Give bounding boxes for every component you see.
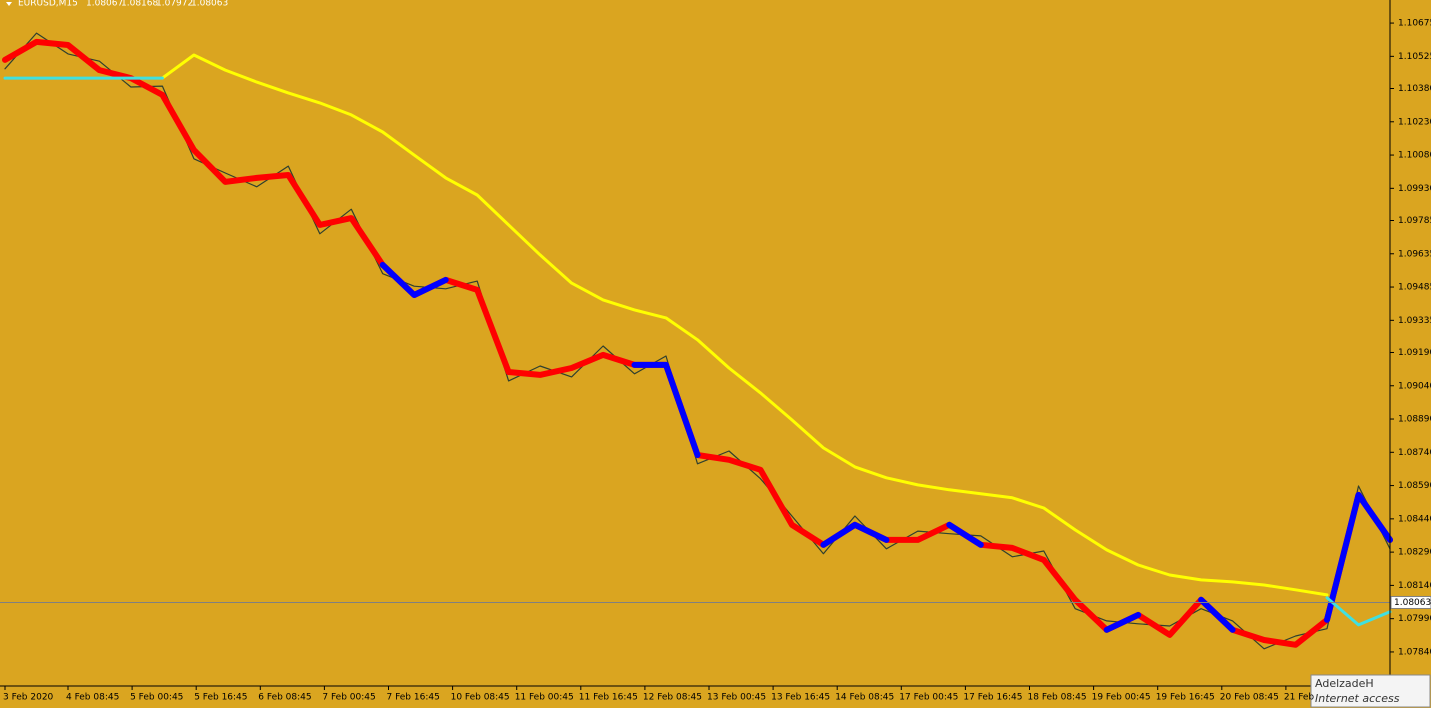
x-tick-label: 20 Feb 08:45 [1220, 693, 1279, 703]
ohlc-value: 1.08067 [86, 0, 123, 9]
y-tick-label: 1.10380 [1398, 84, 1431, 94]
menu-arrow[interactable] [6, 2, 12, 6]
last-price-label: 1.08063 [1394, 598, 1431, 608]
x-tick-label: 7 Feb 16:45 [387, 693, 440, 703]
y-tick-label: 1.10080 [1398, 151, 1431, 161]
y-tick-label: 1.08140 [1398, 581, 1431, 591]
y-tick-label: 1.08740 [1398, 448, 1431, 458]
x-tick-label: 6 Feb 08:45 [258, 693, 311, 703]
y-tick-label: 1.10525 [1398, 52, 1431, 62]
symbol: EURUSD,M15 [18, 0, 78, 9]
y-tick-label: 1.09190 [1398, 348, 1431, 358]
y-tick-label: 1.08890 [1398, 415, 1431, 425]
x-tick-label: 11 Feb 00:45 [515, 693, 574, 703]
y-tick-label: 1.09635 [1398, 249, 1431, 259]
popup-title: AdelzadeH [1315, 677, 1374, 690]
x-tick-label: 3 Feb 2020 [3, 693, 54, 703]
x-tick-label: 13 Feb 16:45 [771, 693, 830, 703]
ohlc-value: 1.07972 [156, 0, 193, 9]
series-line [379, 261, 1393, 633]
x-tick-label: 4 Feb 08:45 [66, 693, 119, 703]
y-tick-label: 1.09485 [1398, 283, 1431, 293]
x-tick-label: 21 Feb [1284, 693, 1315, 703]
popup[interactable]: AdelzadeH Internet access [1310, 674, 1431, 708]
x-tick-label: 5 Feb 00:45 [130, 693, 183, 703]
y-tick-label: 1.07990 [1398, 614, 1431, 624]
x-tick-label: 13 Feb 00:45 [707, 693, 766, 703]
plot [0, 32, 1393, 650]
y-tick-label: 1.08290 [1398, 548, 1431, 558]
x-tick-label: 7 Feb 00:45 [322, 693, 375, 703]
last-price-box [1390, 595, 1431, 609]
y-tick-label: 1.10230 [1398, 117, 1431, 127]
ohlc-value: 1.08168 [121, 0, 158, 9]
x-tick-label: 11 Feb 16:45 [579, 693, 638, 703]
y-tick-label: 1.09335 [1398, 316, 1431, 326]
popup-status: Internet access [1315, 692, 1400, 705]
series-line [160, 53, 1329, 597]
y-tick-label: 1.09930 [1398, 184, 1431, 194]
x-tick-label: 10 Feb 08:45 [451, 693, 510, 703]
x-tick-label: 14 Feb 08:45 [835, 693, 894, 703]
y-tick-label: 1.10675 [1398, 19, 1431, 29]
x-tick-label: 17 Feb 00:45 [899, 693, 958, 703]
y-tick-label: 1.07840 [1398, 647, 1431, 657]
y-tick-label: 1.09785 [1398, 216, 1431, 226]
y-tick-label: 1.09040 [1398, 381, 1431, 391]
ohlc-value: 1.08063 [191, 0, 228, 9]
x-tick-label: 17 Feb 16:45 [963, 693, 1022, 703]
x-tick-label: 19 Feb 16:45 [1156, 693, 1215, 703]
y-tick-label: 1.08440 [1398, 514, 1431, 524]
y-tick-label: 1.08590 [1398, 481, 1431, 491]
x-tick-label: 5 Feb 16:45 [194, 693, 247, 703]
popup-box [1310, 674, 1431, 708]
x-tick-label: 12 Feb 08:45 [643, 693, 702, 703]
x-tick-label: 19 Feb 00:45 [1092, 693, 1151, 703]
x-tick-label: 18 Feb 08:45 [1028, 693, 1087, 703]
series-line [3, 76, 1392, 627]
